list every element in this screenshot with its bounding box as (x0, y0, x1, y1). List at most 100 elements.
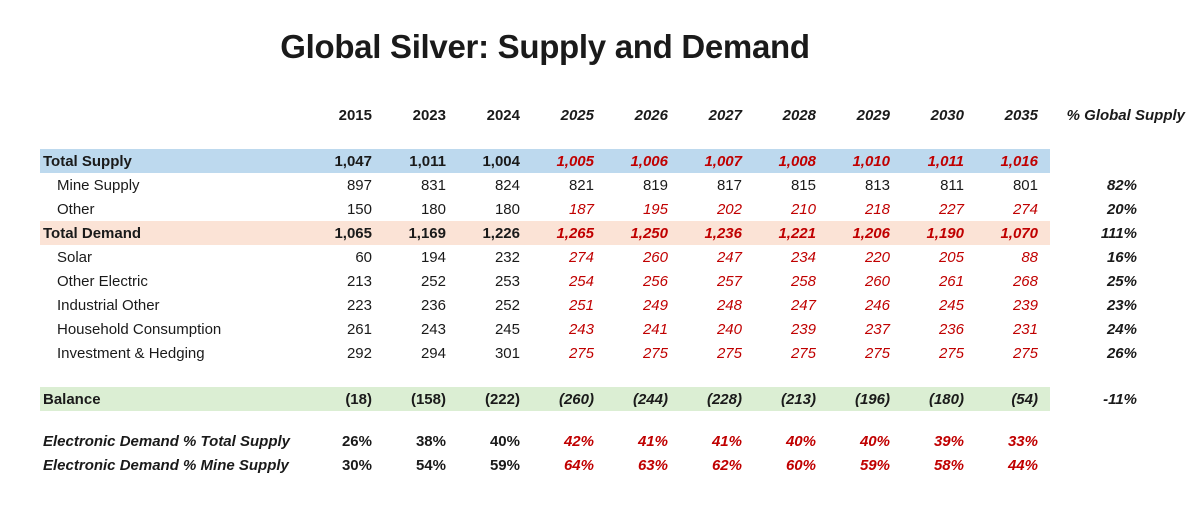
value-total-supply-2030: 1,011 (927, 152, 964, 170)
value-balance-2025: (260) (558, 390, 594, 408)
page-title: Global Silver: Supply and Demand (280, 28, 810, 65)
value-investment-hedging-2025: 275 (568, 344, 594, 362)
value-electronic-demand-pct-total-supply-2025: 42% (563, 432, 594, 450)
value-household-consumption-2035: 231 (1012, 320, 1038, 338)
value-household-consumption-2023: 243 (420, 320, 446, 338)
value-industrial-other-2015: 223 (346, 296, 372, 314)
pct-global-supply-solar: 16% (1106, 248, 1137, 266)
row-label-balance: Balance (43, 390, 101, 408)
value-electronic-demand-pct-mine-supply-2026: 63% (637, 456, 668, 474)
value-household-consumption-2024: 245 (494, 320, 520, 338)
value-household-consumption-2028: 239 (790, 320, 816, 338)
value-electronic-demand-pct-total-supply-2030: 39% (933, 432, 964, 450)
row-total-demand: Total Demand 1,065 1,169 1,226 1,265 1,250 1,2… (40, 221, 1190, 245)
row-label-other-supply: Other (57, 200, 95, 218)
row-household-consumption: Household Consumption 261 243 245 243 241 240 2… (40, 317, 1190, 341)
value-household-consumption-2029: 237 (864, 320, 890, 338)
value-investment-hedging-2035: 275 (1012, 344, 1038, 362)
row-band-balance (40, 387, 1050, 411)
value-industrial-other-2035: 239 (1012, 296, 1038, 314)
value-solar-2029: 220 (864, 248, 890, 266)
value-other-electric-2035: 268 (1012, 272, 1038, 290)
value-total-supply-2015: 1,047 (334, 152, 372, 170)
value-other-electric-2026: 256 (642, 272, 668, 290)
value-electronic-demand-pct-mine-supply-2023: 54% (415, 456, 446, 474)
value-balance-2030: (180) (928, 390, 964, 408)
value-total-demand-2028: 1,221 (778, 224, 816, 242)
value-mine-supply-2035: 801 (1012, 176, 1038, 194)
row-industrial-other: Industrial Other 223 236 252 251 249 248 247 246… (40, 293, 1190, 317)
column-header-2015: 2015 (338, 106, 372, 124)
value-balance-2028: (213) (780, 390, 816, 408)
value-total-supply-2024: 1,004 (482, 152, 520, 170)
row-label-investment-hedging: Investment & Hedging (57, 344, 205, 362)
value-electronic-demand-pct-total-supply-2024: 40% (489, 432, 520, 450)
value-total-supply-2026: 1,006 (630, 152, 668, 170)
value-total-demand-2015: 1,065 (334, 224, 372, 242)
column-header-2030: 2030 (930, 106, 964, 124)
value-electronic-demand-pct-total-supply-2029: 40% (859, 432, 890, 450)
row-label-total-supply: Total Supply (43, 152, 132, 170)
value-household-consumption-2015: 261 (346, 320, 372, 338)
row-label-electronic-demand-pct-total-supply: Electronic Demand % Total Supply (43, 432, 290, 450)
row-label-total-demand: Total Demand (43, 224, 142, 242)
value-industrial-other-2023: 236 (420, 296, 446, 314)
value-industrial-other-2030: 245 (938, 296, 964, 314)
row-total-supply: Total Supply 1,047 1,011 1,004 1,005 1,006 1,0… (40, 149, 1190, 173)
value-electronic-demand-pct-mine-supply-2029: 59% (859, 456, 890, 474)
row-spacer (40, 411, 1190, 429)
pct-global-supply-household-consumption: 24% (1106, 320, 1137, 338)
value-industrial-other-2027: 248 (716, 296, 742, 314)
value-total-demand-2035: 1,070 (1000, 224, 1038, 242)
value-industrial-other-2026: 249 (642, 296, 668, 314)
value-total-supply-2029: 1,010 (852, 152, 890, 170)
value-other-supply-2028: 210 (790, 200, 816, 218)
value-balance-2029: (196) (854, 390, 890, 408)
value-electronic-demand-pct-total-supply-2026: 41% (637, 432, 668, 450)
value-electronic-demand-pct-mine-supply-2028: 60% (785, 456, 816, 474)
value-total-supply-2027: 1,007 (704, 152, 742, 170)
table-header-row: 2015 2023 2024 2025 2026 2027 2028 2029 2030 2035… (40, 100, 1190, 130)
value-mine-supply-2023: 831 (420, 176, 446, 194)
supply-demand-table: 2015 2023 2024 2025 2026 2027 2028 2029 2030 2035… (40, 100, 1190, 477)
value-total-demand-2030: 1,190 (926, 224, 964, 242)
value-electronic-demand-pct-mine-supply-2035: 44% (1007, 456, 1038, 474)
value-balance-2035: (54) (1011, 390, 1038, 408)
value-balance-2015: (18) (345, 390, 372, 408)
pct-global-supply-industrial-other: 23% (1106, 296, 1137, 314)
value-household-consumption-2026: 241 (642, 320, 668, 338)
value-electronic-demand-pct-mine-supply-2024: 59% (489, 456, 520, 474)
value-electronic-demand-pct-mine-supply-2027: 62% (711, 456, 742, 474)
column-header-2024: 2024 (486, 106, 520, 124)
value-mine-supply-2028: 815 (790, 176, 816, 194)
value-total-supply-2035: 1,016 (1000, 152, 1038, 170)
value-solar-2023: 194 (420, 248, 446, 266)
value-electronic-demand-pct-total-supply-2015: 26% (341, 432, 372, 450)
value-electronic-demand-pct-total-supply-2023: 38% (415, 432, 446, 450)
value-other-electric-2029: 260 (864, 272, 890, 290)
value-mine-supply-2027: 817 (716, 176, 742, 194)
value-mine-supply-2025: 821 (568, 176, 594, 194)
value-total-supply-2023: 1,011 (409, 152, 446, 170)
row-label-electronic-demand-pct-mine-supply: Electronic Demand % Mine Supply (43, 456, 289, 474)
row-investment-hedging: Investment & Hedging 292 294 301 275 275 275 27… (40, 341, 1190, 365)
value-investment-hedging-2024: 301 (494, 344, 520, 362)
row-other-electric: Other Electric 213 252 253 254 256 257 258 260 26… (40, 269, 1190, 293)
value-total-demand-2026: 1,250 (630, 224, 668, 242)
value-electronic-demand-pct-total-supply-2028: 40% (785, 432, 816, 450)
value-investment-hedging-2026: 275 (642, 344, 668, 362)
row-spacer (40, 365, 1190, 387)
value-industrial-other-2028: 247 (790, 296, 816, 314)
row-band-total-supply (40, 149, 1050, 173)
value-other-supply-2015: 150 (346, 200, 372, 218)
row-solar: Solar 60 194 232 274 260 247 234 220 205 88 16% (40, 245, 1190, 269)
column-header-2027: 2027 (708, 106, 742, 124)
value-solar-2025: 274 (568, 248, 594, 266)
value-other-electric-2028: 258 (790, 272, 816, 290)
pct-global-supply-mine-supply: 82% (1106, 176, 1137, 194)
row-mine-supply: Mine Supply 897 831 824 821 819 817 815 813 811 80… (40, 173, 1190, 197)
value-other-electric-2025: 254 (568, 272, 594, 290)
pct-global-supply-total-demand: 111% (1100, 224, 1137, 242)
value-total-demand-2024: 1,226 (482, 224, 520, 242)
pct-global-supply-investment-hedging: 26% (1106, 344, 1137, 362)
